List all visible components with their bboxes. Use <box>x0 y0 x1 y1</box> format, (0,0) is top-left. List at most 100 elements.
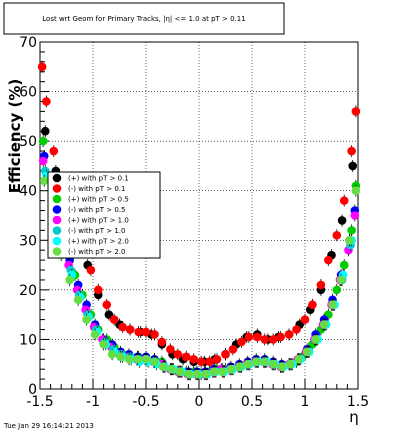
data-point <box>118 322 127 332</box>
data-point <box>228 345 238 354</box>
legend-marker <box>52 184 62 193</box>
data-point <box>260 357 270 367</box>
data-point <box>324 255 333 265</box>
data-point <box>226 364 236 374</box>
y-tick-label: 20 <box>19 283 37 299</box>
legend: (+) with pT > 0.1 (-) with pT > 0.1 (+) wi… <box>47 171 161 259</box>
data-point <box>184 369 193 379</box>
x-axis-label: η <box>349 408 359 426</box>
data-point <box>252 332 262 342</box>
legend-marker <box>52 247 62 256</box>
data-point <box>94 285 103 295</box>
data-point <box>339 260 349 270</box>
data-point <box>141 354 151 364</box>
data-series <box>37 60 361 381</box>
x-tick-label: -0.5 <box>132 394 159 410</box>
data-point <box>292 325 301 334</box>
y-tick-label: 40 <box>19 184 37 200</box>
title-box <box>3 2 285 35</box>
x-tick-label: 1 <box>301 394 310 410</box>
data-point <box>116 352 125 362</box>
data-point <box>277 362 286 371</box>
data-point <box>243 359 253 369</box>
data-point <box>351 107 361 116</box>
x-tick-labels: -1.5 -1 -0.5 0 0.5 1 1.5 <box>26 394 369 410</box>
data-point <box>86 265 96 275</box>
data-point <box>173 350 183 359</box>
data-point <box>133 354 142 364</box>
data-point <box>41 126 50 136</box>
x-tick-label: 0 <box>195 394 204 410</box>
data-point <box>308 300 317 310</box>
data-point <box>99 340 108 349</box>
data-point <box>284 330 294 339</box>
data-point <box>65 275 74 285</box>
y-tick-label: 60 <box>19 85 37 101</box>
data-point <box>234 362 244 371</box>
data-point <box>300 315 310 324</box>
data-point <box>218 367 227 376</box>
data-point <box>209 367 219 376</box>
data-point <box>268 335 278 344</box>
data-point <box>181 352 191 362</box>
data-point <box>347 226 356 235</box>
series-7 <box>39 174 361 381</box>
data-point <box>311 335 320 344</box>
data-point <box>150 330 159 339</box>
data-point <box>141 327 151 337</box>
y-tick-label: 70 <box>19 35 37 51</box>
data-point <box>336 275 346 285</box>
data-point <box>42 97 51 106</box>
data-point <box>175 367 185 376</box>
data-point <box>350 211 360 220</box>
data-point <box>38 136 48 146</box>
data-point <box>107 350 117 359</box>
data-point <box>124 354 134 364</box>
data-point <box>102 300 112 310</box>
legend-marker <box>52 236 62 246</box>
data-point <box>332 285 342 295</box>
legend-marker <box>52 194 62 204</box>
data-point <box>332 231 342 240</box>
data-point <box>212 354 222 364</box>
data-point <box>192 369 202 379</box>
data-point <box>351 186 361 196</box>
legend-marker <box>52 205 62 214</box>
data-point <box>38 156 48 166</box>
x-tick-label: 1.5 <box>347 394 369 410</box>
data-point <box>90 330 100 339</box>
data-point <box>109 315 119 324</box>
legend-label: (+) with pT > 0.5 <box>68 196 129 204</box>
data-point <box>251 357 261 367</box>
data-point <box>196 357 206 367</box>
data-point <box>125 325 135 334</box>
data-point <box>237 337 246 347</box>
legend-label: (-) with pT > 2.0 <box>68 248 125 256</box>
x-tick-label: -1 <box>86 394 100 410</box>
legend-label: (-) with pT > 0.1 <box>68 185 125 193</box>
data-point <box>316 280 326 290</box>
data-point <box>189 354 198 364</box>
data-point <box>268 359 278 369</box>
legend-label: (-) with pT > 1.0 <box>68 227 125 235</box>
chart-title: Lost wrt Geom for Primary Tracks, |η| <=… <box>42 15 245 23</box>
data-point <box>244 332 254 342</box>
data-point <box>166 345 175 354</box>
data-point <box>73 295 83 305</box>
data-point <box>167 364 176 374</box>
legend-label: (+) with pT > 1.0 <box>68 217 129 225</box>
data-point <box>347 146 356 156</box>
y-tick-label: 50 <box>19 134 37 150</box>
data-point <box>276 332 285 342</box>
data-point <box>285 359 295 369</box>
data-point <box>49 146 59 156</box>
data-point <box>150 357 159 367</box>
data-point <box>345 235 354 245</box>
timestamp: Tue Jan 29 16:14:21 2013 <box>3 422 94 430</box>
legend-label: (+) with pT > 0.1 <box>68 175 129 183</box>
legend-marker <box>52 215 62 225</box>
data-point <box>221 350 230 359</box>
data-point <box>82 315 91 324</box>
y-tick-labels: 0 10 20 30 40 50 60 70 <box>19 35 37 398</box>
